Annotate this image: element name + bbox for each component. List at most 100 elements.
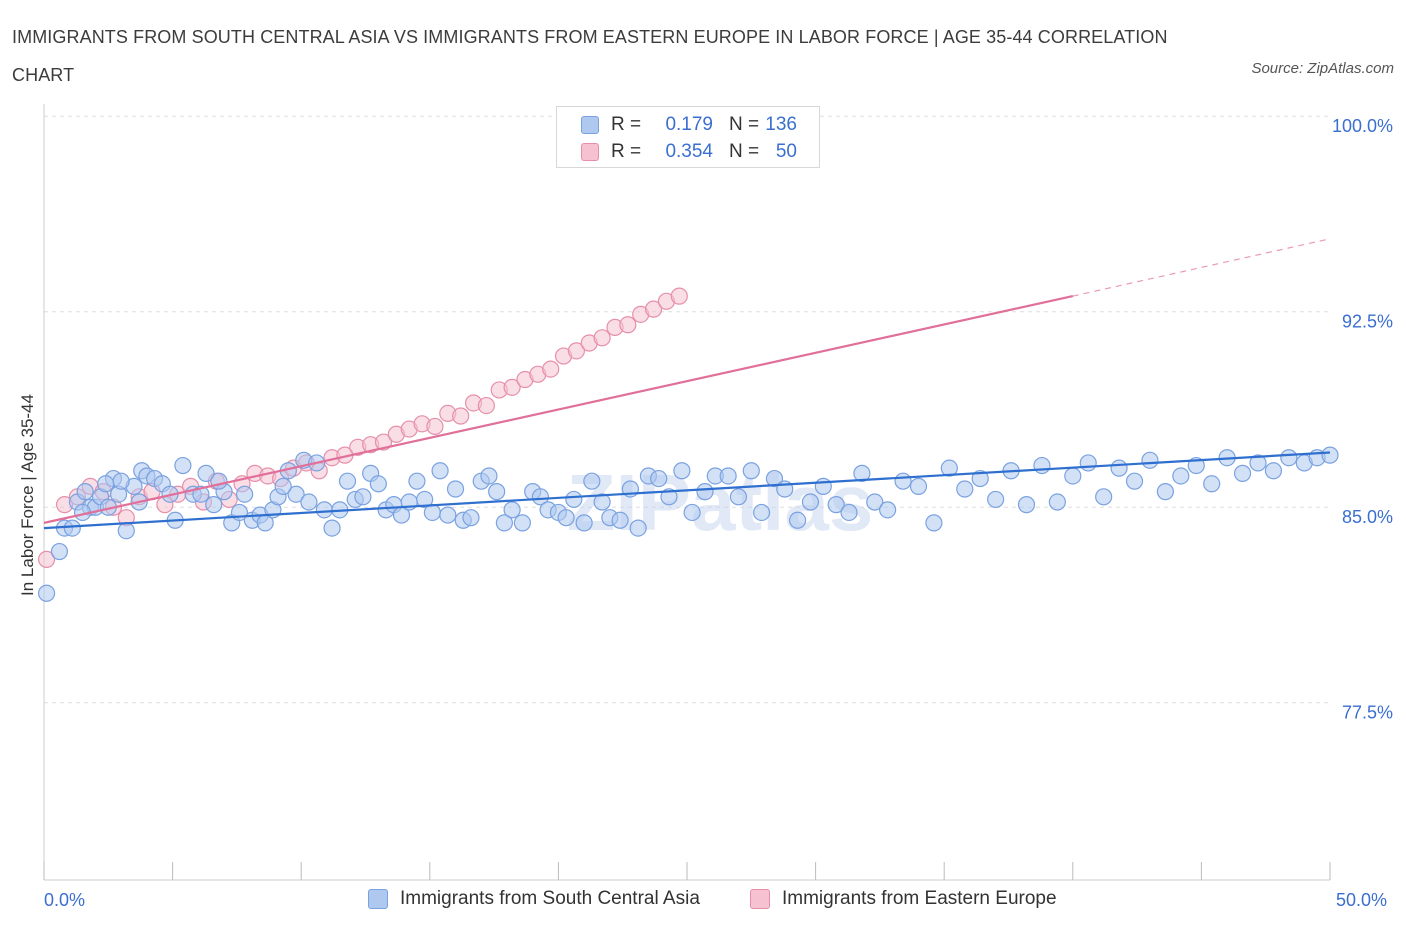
south-central-asia-point bbox=[565, 490, 583, 509]
south-central-asia-point bbox=[1064, 467, 1082, 485]
y-axis-label: In Labor Force | Age 35-44 bbox=[18, 394, 37, 596]
south-central-asia-point bbox=[63, 519, 81, 537]
south-central-asia-point bbox=[879, 501, 897, 519]
r-label: R = bbox=[611, 114, 642, 135]
south-central-asia-point bbox=[446, 480, 465, 498]
eastern-europe-point bbox=[644, 300, 663, 318]
south-central-asia-point bbox=[408, 472, 426, 490]
south-central-asia-point bbox=[462, 509, 480, 527]
south-central-asia-point bbox=[338, 472, 357, 490]
south-central-asia-point bbox=[719, 467, 737, 485]
south-central-asia-point bbox=[814, 477, 832, 495]
y-tick-label: 92.5% bbox=[1342, 312, 1393, 332]
eastern-europe-point bbox=[593, 329, 611, 347]
trend-line-eastern-europe bbox=[43, 295, 1074, 524]
south-central-asia-point bbox=[729, 488, 748, 506]
south-central-asia-point bbox=[369, 475, 387, 493]
south-central-asia-point bbox=[909, 477, 928, 495]
south-central-asia-point bbox=[894, 472, 912, 490]
n-value: 136 bbox=[765, 114, 797, 135]
south-central-asia-point bbox=[488, 483, 506, 501]
south-central-asia-point bbox=[673, 462, 691, 480]
eastern-europe-point bbox=[477, 396, 495, 415]
grid-lines bbox=[44, 115, 1330, 704]
stats-row-blue: R = 0.179 N = 136 bbox=[581, 113, 797, 137]
south-central-asia-point bbox=[117, 522, 135, 540]
south-central-asia-point bbox=[971, 469, 989, 488]
eastern-europe-point bbox=[452, 407, 470, 425]
south-central-asia-point bbox=[1321, 446, 1339, 464]
r-label: R = bbox=[611, 141, 642, 162]
south-central-asia-point bbox=[423, 503, 441, 522]
south-central-asia-point bbox=[1280, 449, 1298, 467]
south-central-asia-point bbox=[1249, 454, 1267, 472]
south-central-asia-point bbox=[583, 472, 601, 490]
legend-item-eastern-europe: Immigrants from Eastern Europe bbox=[750, 888, 1057, 910]
stats-legend: R = 0.179 N = 136 R = 0.354 N = 50 bbox=[556, 106, 820, 168]
south-central-asia-point bbox=[1048, 493, 1066, 511]
south-central-asia-point bbox=[696, 483, 714, 501]
bottom-legend: Immigrants from South Central Asia Immig… bbox=[0, 888, 1406, 916]
south-central-asia-point bbox=[97, 475, 115, 493]
south-central-asia-point bbox=[575, 514, 593, 532]
legend-swatch-pink bbox=[750, 889, 770, 909]
south-central-asia-point bbox=[513, 514, 531, 532]
y-tick-labels: 77.5% 85.0% 92.5% 100.0% bbox=[1332, 116, 1393, 722]
eastern-europe-point bbox=[567, 342, 586, 360]
x-tick-label-min: 0.0% bbox=[44, 890, 86, 910]
south-central-asia-point bbox=[210, 472, 228, 490]
r-value: 0.179 bbox=[665, 114, 713, 135]
axes bbox=[43, 104, 1331, 881]
south-central-asia-point bbox=[1125, 472, 1144, 490]
south-central-asia-point bbox=[1110, 459, 1128, 477]
south-central-asia-point bbox=[205, 496, 223, 514]
series-south-central-asia-points bbox=[37, 446, 1339, 602]
south-central-asia-point bbox=[112, 472, 130, 490]
south-central-asia-point bbox=[416, 490, 434, 509]
south-central-asia-point bbox=[236, 485, 254, 503]
legend-label: Immigrants from Eastern Europe bbox=[782, 888, 1057, 909]
south-central-asia-point bbox=[593, 493, 611, 511]
legend-item-south-central-asia: Immigrants from South Central Asia bbox=[368, 888, 700, 910]
eastern-europe-point bbox=[503, 378, 521, 396]
eastern-europe-point bbox=[37, 550, 56, 568]
south-central-asia-point bbox=[287, 485, 305, 503]
south-central-asia-point bbox=[37, 584, 56, 602]
south-central-asia-point bbox=[1156, 483, 1174, 501]
blue-swatch bbox=[581, 116, 599, 134]
south-central-asia-point bbox=[1233, 464, 1252, 482]
south-central-asia-point bbox=[1017, 496, 1036, 514]
y-tick-label: 85.0% bbox=[1342, 507, 1393, 527]
chart-title: IMMIGRANTS FROM SOUTH CENTRAL ASIA VS IM… bbox=[12, 27, 1168, 85]
south-central-asia-point bbox=[1079, 454, 1097, 472]
south-central-asia-point bbox=[629, 519, 647, 537]
south-central-asia-point bbox=[431, 462, 449, 480]
n-label: N = bbox=[729, 141, 760, 162]
south-central-asia-point bbox=[315, 501, 333, 519]
south-central-asia-point bbox=[660, 488, 678, 506]
trend-line-south-central-asia bbox=[43, 451, 1331, 530]
south-central-asia-point bbox=[987, 490, 1005, 509]
south-central-asia-point bbox=[956, 480, 974, 498]
south-central-asia-point bbox=[197, 464, 215, 482]
south-central-asia-point bbox=[925, 514, 943, 532]
stats-row-pink: R = 0.354 N = 50 bbox=[581, 140, 797, 164]
south-central-asia-point bbox=[840, 503, 858, 522]
south-central-asia-point bbox=[827, 496, 845, 514]
south-central-asia-point bbox=[76, 483, 94, 501]
south-central-asia-point bbox=[495, 514, 513, 532]
south-central-asia-point bbox=[557, 509, 575, 527]
eastern-europe-point bbox=[619, 316, 637, 334]
legend-swatch-blue bbox=[368, 889, 388, 909]
pink-swatch bbox=[581, 143, 599, 161]
trend-line-eastern-europe-extension bbox=[1072, 238, 1331, 297]
eastern-europe-point bbox=[670, 287, 688, 305]
series-eastern-europe-points bbox=[37, 287, 688, 568]
eastern-europe-point bbox=[542, 360, 560, 378]
legend-label: Immigrants from South Central Asia bbox=[400, 888, 700, 909]
r-value: 0.354 bbox=[665, 141, 713, 162]
south-central-asia-point bbox=[1095, 488, 1113, 506]
south-central-asia-point bbox=[940, 459, 958, 477]
south-central-asia-point bbox=[50, 542, 69, 561]
